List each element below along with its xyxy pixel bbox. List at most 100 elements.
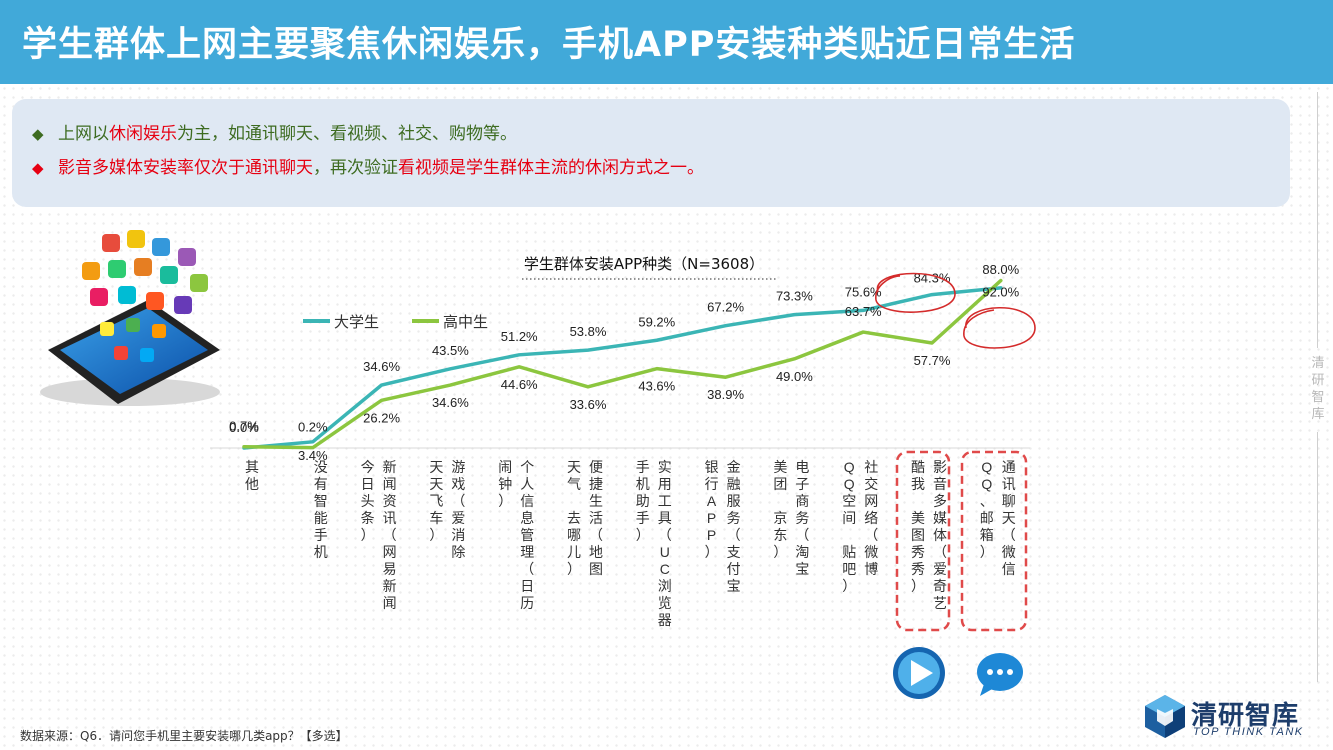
smartphone-apps-icon: [40, 230, 220, 406]
category-char: 手: [636, 510, 650, 526]
category-char: 头: [361, 493, 375, 509]
category-char: ）: [429, 527, 443, 543]
bullet-diamond-icon: ◆: [32, 159, 44, 177]
header-bar: 学生群体上网主要聚焦休闲娱乐，手机APP安装种类贴近日常生活: [0, 0, 1333, 84]
category-char: 秀: [911, 561, 925, 577]
summary-2-p4: 看视频是学生群体主流的休闲方式之一。: [398, 158, 704, 178]
category-char: 息: [520, 510, 534, 526]
category-char: （: [658, 527, 672, 543]
data-label-s1-8: 49.0%: [776, 369, 813, 384]
category-char: 空: [842, 493, 856, 509]
category-char: 聊: [1002, 493, 1016, 509]
side-rule-top: [1317, 92, 1318, 348]
bullet-diamond-icon: ◆: [32, 125, 44, 143]
category-char: 便: [589, 459, 603, 475]
plot-area: 0.0% 3.4% 34.6% 43.5% 51.2% 53.8% 59.2% 67.2% 73…: [229, 262, 1019, 628]
category-char: 奇: [933, 578, 947, 594]
annotation-circle-chat: [963, 306, 1036, 349]
category-char: （: [520, 561, 534, 577]
category-char: 儿: [567, 544, 581, 560]
category-char: 邮: [980, 510, 994, 526]
data-label-s1-5: 33.6%: [570, 397, 607, 412]
legend-label-university: 大学生: [334, 313, 379, 331]
category-char: 爱: [933, 561, 947, 577]
category-char: 网: [864, 493, 878, 509]
chart-title: 学生群体安装APP种类（N=3608）: [524, 255, 764, 273]
side-rule-bottom: [1317, 432, 1318, 682]
category-char: 、: [980, 493, 994, 509]
category-char: 钟: [498, 476, 512, 492]
data-label-s0-7: 67.2%: [707, 300, 744, 315]
highlight-box-media: [895, 450, 951, 632]
data-source-note: 数据来源：Q6．请问您手机里主要安装哪几类app？【多选】: [20, 729, 348, 743]
category-char: 天: [567, 459, 581, 475]
category-char: （: [727, 527, 741, 543]
series-line-0: [242, 286, 1003, 450]
category-char: 捷: [589, 476, 603, 492]
category-char: ）: [911, 578, 925, 594]
category-char: 日: [361, 476, 375, 492]
category-char: 览: [658, 595, 672, 611]
category-char: 器: [658, 612, 672, 628]
chat-bubble-icon: [977, 653, 1023, 696]
category-char: （: [864, 527, 878, 543]
video-play-icon: [893, 647, 945, 699]
category-char: 日: [520, 578, 534, 594]
category-char: 宝: [727, 578, 741, 594]
category-char: 戏: [451, 476, 465, 492]
category-char: 宝: [795, 561, 809, 577]
summary-line-1: ◆ 上网以休闲娱乐为主，如通讯聊天、看视频、社交、购物等。: [32, 119, 517, 144]
data-label-s1-7: 38.9%: [707, 387, 744, 402]
data-label-s1-0: 0.7%: [229, 419, 259, 434]
category-char: 务: [727, 510, 741, 526]
category-char: 行: [705, 476, 719, 492]
category-char: 影: [933, 459, 947, 475]
data-label-s0-11: 88.0%: [982, 262, 1019, 277]
category-char: 间: [842, 510, 856, 526]
category-char: 讯: [1002, 476, 1016, 492]
category-char: （: [1002, 527, 1016, 543]
category-char: 天: [429, 459, 443, 475]
category-char: 天: [1002, 510, 1016, 526]
data-label-s0-2: 34.6%: [363, 359, 400, 374]
category-char: 新: [383, 578, 397, 594]
category-char: 博: [864, 561, 878, 577]
category-char: ）: [636, 527, 650, 543]
category-char: 融: [727, 476, 741, 492]
summary-1-pre: 上网以: [58, 124, 109, 144]
category-char: 艺: [933, 595, 947, 611]
category-char: 吧: [842, 561, 856, 577]
category-char: P: [707, 527, 716, 543]
category-char: 信: [520, 493, 534, 509]
category-char: 金: [727, 459, 741, 475]
logo-text-en: TOP THINK TANK: [1193, 726, 1304, 738]
category-char: 有: [314, 476, 328, 492]
category-char: 资: [383, 493, 397, 509]
data-label-s0-10: 84.3%: [914, 271, 951, 286]
category-char: （: [589, 527, 603, 543]
category-char: 人: [520, 476, 534, 492]
category-char: ）: [567, 561, 581, 577]
category-char: 箱: [980, 527, 994, 543]
category-char: 络: [864, 510, 878, 526]
category-char: 闻: [383, 476, 397, 492]
category-char: ）: [773, 544, 787, 560]
summary-1-highlight: 休闲娱乐: [109, 124, 177, 144]
category-char: Q: [844, 459, 855, 475]
category-char: 图: [911, 527, 925, 543]
data-label-s1-11: 92.0%: [982, 285, 1019, 300]
category-char: 手: [636, 459, 650, 475]
data-label-s0-3: 43.5%: [432, 343, 469, 358]
category-char: 讯: [383, 510, 397, 526]
category-char: 电: [795, 459, 809, 475]
category-char: 闹: [498, 459, 512, 475]
category-char: ）: [705, 544, 719, 560]
category-char: 东: [773, 527, 787, 543]
cube-logo-icon: [1145, 695, 1185, 738]
